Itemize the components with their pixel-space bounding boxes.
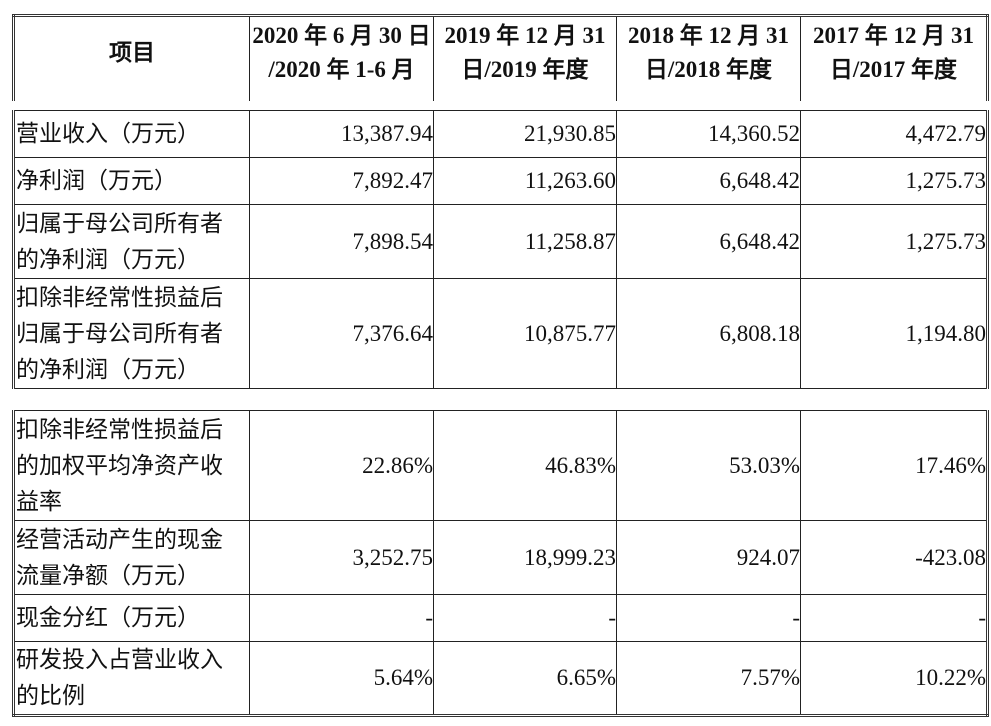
cell-value: 924.07 bbox=[616, 520, 801, 595]
cell-value: 6,648.42 bbox=[616, 157, 801, 205]
cell-value: 46.83% bbox=[433, 410, 617, 521]
row-label-line: 益率 bbox=[16, 488, 62, 514]
financial-table-block-2: 扣除非经常性损益后 的加权平均净资产收 益率 22.86% 46.83% 53.03… bbox=[12, 410, 989, 717]
column-header-2020h1: 2020 年 6 月 30 日/2020 年 1-6 月 bbox=[249, 15, 434, 89]
row-label: 营业收入（万元） bbox=[13, 110, 250, 158]
cell-value: - bbox=[249, 594, 434, 642]
cell-value: -423.08 bbox=[800, 520, 988, 595]
table-row-rd-ratio: 研发投入占营业收入 的比例 5.64% 6.65% 7.57% 10.22% bbox=[13, 641, 988, 716]
row-label: 归属于母公司所有者 的净利润（万元） bbox=[13, 204, 250, 279]
cell-value: - bbox=[800, 594, 988, 642]
row-label: 扣除非经常性损益后 归属于母公司所有者 的净利润（万元） bbox=[13, 278, 250, 389]
table-row-roe: 扣除非经常性损益后 的加权平均净资产收 益率 22.86% 46.83% 53.03… bbox=[13, 410, 988, 521]
row-label-line: 营业收入（万元） bbox=[16, 121, 200, 146]
row-label-line: 归属于母公司所有者 bbox=[16, 210, 223, 236]
column-header-line2: 日/2018 年度 bbox=[644, 57, 773, 82]
cell-value: 5.64% bbox=[249, 641, 434, 716]
cell-value: 3,252.75 bbox=[249, 520, 434, 595]
row-label-line: 扣除非经常性损益后 bbox=[16, 284, 223, 310]
table-row-revenue: 营业收入（万元） 13,387.94 21,930.85 14,360.52 4… bbox=[13, 110, 988, 158]
cell-value: 1,275.73 bbox=[800, 157, 988, 205]
column-header-line1: 2019 年 12 月 31 bbox=[444, 23, 606, 48]
row-label: 扣除非经常性损益后 的加权平均净资产收 益率 bbox=[13, 410, 250, 521]
cell-value: 7,898.54 bbox=[249, 204, 434, 279]
column-header-line2: 日/2019 年度 bbox=[461, 57, 589, 82]
row-label-line: 的比例 bbox=[16, 683, 85, 708]
column-header-item: 项目 bbox=[13, 15, 250, 89]
cell-value: 17.46% bbox=[800, 410, 988, 521]
row-label: 研发投入占营业收入 的比例 bbox=[13, 641, 250, 716]
cell-value: 13,387.94 bbox=[249, 110, 434, 158]
table-header-segment: 项目 2020 年 6 月 30 日/2020 年 1-6 月 2019 年 1… bbox=[12, 14, 989, 101]
table-row-cash-dividend: 现金分红（万元） - - - - bbox=[13, 594, 988, 642]
row-label-line: 净利润（万元） bbox=[16, 168, 177, 193]
cell-value: 14,360.52 bbox=[616, 110, 801, 158]
header-table: 项目 2020 年 6 月 30 日/2020 年 1-6 月 2019 年 1… bbox=[12, 14, 989, 101]
table-block-1: 营业收入（万元） 13,387.94 21,930.85 14,360.52 4… bbox=[12, 110, 989, 389]
cell-value: 6,648.42 bbox=[616, 204, 801, 279]
cell-value: 18,999.23 bbox=[433, 520, 617, 595]
row-label-line: 的加权平均净资产收 bbox=[16, 452, 223, 478]
cell-value: 21,930.85 bbox=[433, 110, 617, 158]
cell-value: 11,263.60 bbox=[433, 157, 617, 205]
row-label-line: 的净利润（万元） bbox=[16, 356, 200, 382]
financial-table-block-1: 营业收入（万元） 13,387.94 21,930.85 14,360.52 4… bbox=[12, 110, 989, 389]
cell-value: 1,275.73 bbox=[800, 204, 988, 279]
column-header-2017: 2017 年 12 月 31 日/2017 年度 bbox=[800, 15, 988, 89]
cell-value: 6.65% bbox=[433, 641, 617, 716]
table-row-net-profit-parent: 归属于母公司所有者 的净利润（万元） 7,898.54 11,258.87 6,6… bbox=[13, 204, 988, 279]
column-header-2018: 2018 年 12 月 31 日/2018 年度 bbox=[616, 15, 801, 89]
row-label-line: 归属于母公司所有者 bbox=[16, 320, 223, 346]
cell-value: 1,194.80 bbox=[800, 278, 988, 389]
column-header-line1: 2020 年 6 月 30 日 bbox=[252, 23, 431, 48]
cell-value: - bbox=[616, 594, 801, 642]
cell-value: 53.03% bbox=[616, 410, 801, 521]
table-row-operating-cash-flow: 经营活动产生的现金 流量净额（万元） 3,252.75 18,999.23 924… bbox=[13, 520, 988, 595]
table-row-net-profit-parent-deducted: 扣除非经常性损益后 归属于母公司所有者 的净利润（万元） 7,376.64 10,8… bbox=[13, 278, 988, 389]
row-label: 经营活动产生的现金 流量净额（万元） bbox=[13, 520, 250, 595]
cell-value: 7,376.64 bbox=[249, 278, 434, 389]
column-header-line2: /2020 年 1-6 月 bbox=[268, 57, 415, 82]
column-header-line2: 日/2017 年度 bbox=[829, 57, 958, 82]
row-label-line: 现金分红（万元） bbox=[16, 605, 200, 630]
row-label: 净利润（万元） bbox=[13, 157, 250, 205]
table-row-net-profit: 净利润（万元） 7,892.47 11,263.60 6,648.42 1,27… bbox=[13, 157, 988, 205]
row-label-line: 流量净额（万元） bbox=[16, 562, 200, 588]
row-label-line: 研发投入占营业收入 bbox=[16, 647, 223, 672]
cell-value: 6,808.18 bbox=[616, 278, 801, 389]
cell-value: 7,892.47 bbox=[249, 157, 434, 205]
cell-value: 22.86% bbox=[249, 410, 434, 521]
column-header-label: 项目 bbox=[109, 40, 155, 65]
table-block-2: 扣除非经常性损益后 的加权平均净资产收 益率 22.86% 46.83% 53.03… bbox=[12, 410, 989, 717]
cell-value: 11,258.87 bbox=[433, 204, 617, 279]
cell-value: 4,472.79 bbox=[800, 110, 988, 158]
cell-value: 10,875.77 bbox=[433, 278, 617, 389]
row-label: 现金分红（万元） bbox=[13, 594, 250, 642]
row-label-line: 的净利润（万元） bbox=[16, 246, 200, 272]
row-label-line: 扣除非经常性损益后 bbox=[16, 416, 223, 442]
column-header-2019: 2019 年 12 月 31 日/2019 年度 bbox=[433, 15, 617, 89]
cell-value: 7.57% bbox=[616, 641, 801, 716]
row-label-line: 经营活动产生的现金 bbox=[16, 526, 223, 552]
cell-value: - bbox=[433, 594, 617, 642]
column-header-line1: 2018 年 12 月 31 bbox=[628, 23, 789, 48]
column-header-line1: 2017 年 12 月 31 bbox=[813, 23, 974, 48]
cell-value: 10.22% bbox=[800, 641, 988, 716]
